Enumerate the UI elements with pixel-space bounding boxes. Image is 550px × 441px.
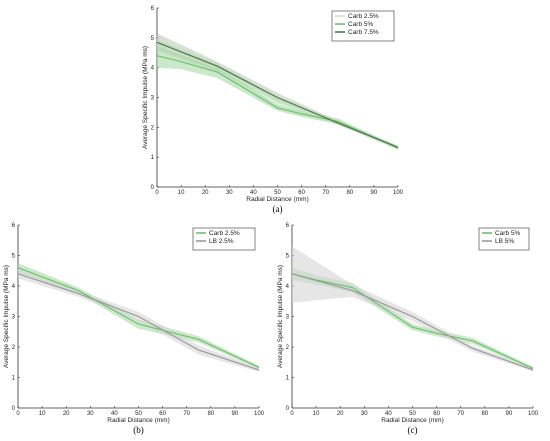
x-axis-label: Radial Distance (mm) <box>246 196 309 203</box>
y-tick-label: 2 <box>12 345 16 351</box>
series-band-1 <box>18 263 259 369</box>
x-tick-label: 80 <box>481 411 488 417</box>
x-tick-label: 20 <box>63 411 70 417</box>
x-tick-label: 70 <box>183 411 190 417</box>
x-axis-label: Radial Distance (mm) <box>381 417 444 424</box>
x-tick-label: 40 <box>111 411 118 417</box>
x-tick-label: 90 <box>506 411 513 417</box>
x-tick-label: 60 <box>159 411 166 417</box>
legend-label: LB 5% <box>495 238 514 245</box>
chart-panel-3: 0 10 20 30 40 50 60 70 80 90 100 0 1 2 3 4 5 6 Radial Dist… <box>277 223 539 435</box>
panel-caption: (a) <box>273 204 283 214</box>
x-tick-label: 60 <box>433 411 440 417</box>
y-tick-label: 6 <box>12 223 16 229</box>
x-tick-label: 10 <box>313 411 320 417</box>
x-tick-label: 30 <box>361 411 368 417</box>
legend-label: Carb 7.5% <box>348 29 379 36</box>
x-tick-label: 40 <box>385 411 392 417</box>
series-line-2 <box>156 55 399 149</box>
legend-label: Carb 5% <box>495 230 521 237</box>
legend-label: Carb 5% <box>348 21 374 28</box>
y-tick-label: 5 <box>286 254 290 260</box>
legend-label: LB 2.5% <box>209 238 234 245</box>
chart-panel-1: 0 10 20 30 40 50 60 70 80 90 100 0 1 2 3 4 5 6 Radial Dist… <box>142 6 404 214</box>
y-tick-label: 3 <box>286 315 290 321</box>
x-tick-label: 30 <box>87 411 94 417</box>
x-tick-label: 0 <box>16 411 20 417</box>
x-tick-label: 100 <box>254 411 265 417</box>
series-band-2 <box>18 269 259 372</box>
series-line-2 <box>291 273 534 371</box>
legend-label: Carb 2.5% <box>348 13 379 20</box>
y-tick-label: 1 <box>286 376 290 382</box>
x-tick-label: 10 <box>39 411 46 417</box>
y-tick-label: 0 <box>12 406 16 412</box>
x-tick-label: 70 <box>322 190 329 196</box>
y-tick-label: 1 <box>12 376 16 382</box>
x-tick-label: 10 <box>178 190 185 196</box>
series-line-1 <box>17 267 260 368</box>
x-axis-label: Radial Distance (mm) <box>107 417 170 424</box>
y-tick-label: 5 <box>151 36 155 42</box>
x-tick-label: 60 <box>298 190 305 196</box>
y-tick-label: 2 <box>286 345 290 351</box>
x-tick-label: 100 <box>528 411 539 417</box>
legend-label: Carb 2.5% <box>209 230 240 237</box>
x-tick-label: 50 <box>409 411 416 417</box>
x-tick-label: 80 <box>346 190 353 196</box>
y-tick-label: 6 <box>151 6 155 12</box>
x-tick-label: 50 <box>274 190 281 196</box>
panel-caption: (b) <box>133 425 144 435</box>
y-tick-label: 0 <box>151 185 155 191</box>
x-tick-label: 20 <box>337 411 344 417</box>
y-tick-label: 5 <box>12 254 16 260</box>
y-tick-label: 1 <box>151 155 155 161</box>
y-tick-label: 0 <box>286 406 290 412</box>
series-line-3 <box>156 41 399 148</box>
panel-caption: (c) <box>408 425 418 435</box>
x-tick-label: 20 <box>202 190 209 196</box>
y-tick-label: 2 <box>151 125 155 131</box>
series-band-3 <box>157 33 398 149</box>
y-tick-label: 3 <box>151 96 155 102</box>
y-tick-label: 6 <box>286 223 290 229</box>
y-tick-label: 4 <box>12 284 16 290</box>
x-tick-label: 100 <box>393 190 404 196</box>
x-tick-label: 70 <box>457 411 464 417</box>
y-tick-label: 4 <box>151 66 155 72</box>
y-axis-label: Average Specific Impulse (MPa ms) <box>142 46 149 149</box>
x-tick-label: 0 <box>155 190 159 196</box>
legend-box <box>192 227 256 251</box>
x-tick-label: 50 <box>135 411 142 417</box>
y-axis-label: Average Specific Impulse (MPa ms) <box>277 265 284 368</box>
y-tick-label: 3 <box>12 315 16 321</box>
x-tick-label: 80 <box>207 411 214 417</box>
x-tick-label: 90 <box>232 411 239 417</box>
x-tick-label: 0 <box>290 411 294 417</box>
x-tick-label: 30 <box>226 190 233 196</box>
x-tick-label: 90 <box>371 190 378 196</box>
chart-panel-2: 0 10 20 30 40 50 60 70 80 90 100 0 1 2 3 4 5 6 Radial Dist… <box>3 223 265 435</box>
series-line-2 <box>17 273 260 371</box>
y-axis-label: Average Specific Impulse (MPa ms) <box>3 265 10 368</box>
x-tick-label: 40 <box>250 190 257 196</box>
y-tick-label: 4 <box>286 284 290 290</box>
